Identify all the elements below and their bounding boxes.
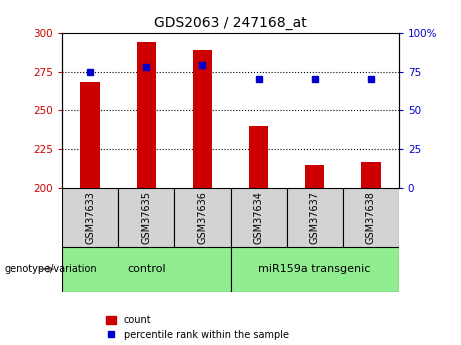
- Bar: [343, 188, 399, 247]
- Bar: [361, 161, 380, 188]
- Legend: count, percentile rank within the sample: count, percentile rank within the sample: [106, 315, 289, 340]
- Text: miR159a transgenic: miR159a transgenic: [259, 264, 371, 274]
- Text: GSM37635: GSM37635: [142, 191, 151, 244]
- Text: GSM37636: GSM37636: [197, 191, 207, 244]
- Bar: [193, 50, 212, 188]
- Text: genotype/variation: genotype/variation: [5, 264, 97, 274]
- Text: GSM37633: GSM37633: [85, 191, 95, 244]
- Text: GSM37634: GSM37634: [254, 191, 264, 244]
- Text: control: control: [127, 264, 165, 274]
- Bar: [230, 188, 287, 247]
- Bar: [287, 188, 343, 247]
- Bar: [305, 165, 325, 188]
- Bar: [81, 82, 100, 188]
- Bar: [136, 42, 156, 188]
- Bar: [62, 247, 230, 292]
- Bar: [62, 188, 118, 247]
- Title: GDS2063 / 247168_at: GDS2063 / 247168_at: [154, 16, 307, 30]
- Bar: [118, 188, 174, 247]
- Text: GSM37638: GSM37638: [366, 191, 376, 244]
- Bar: [174, 188, 230, 247]
- Bar: [249, 126, 268, 188]
- Bar: [230, 247, 399, 292]
- Text: GSM37637: GSM37637: [310, 191, 319, 244]
